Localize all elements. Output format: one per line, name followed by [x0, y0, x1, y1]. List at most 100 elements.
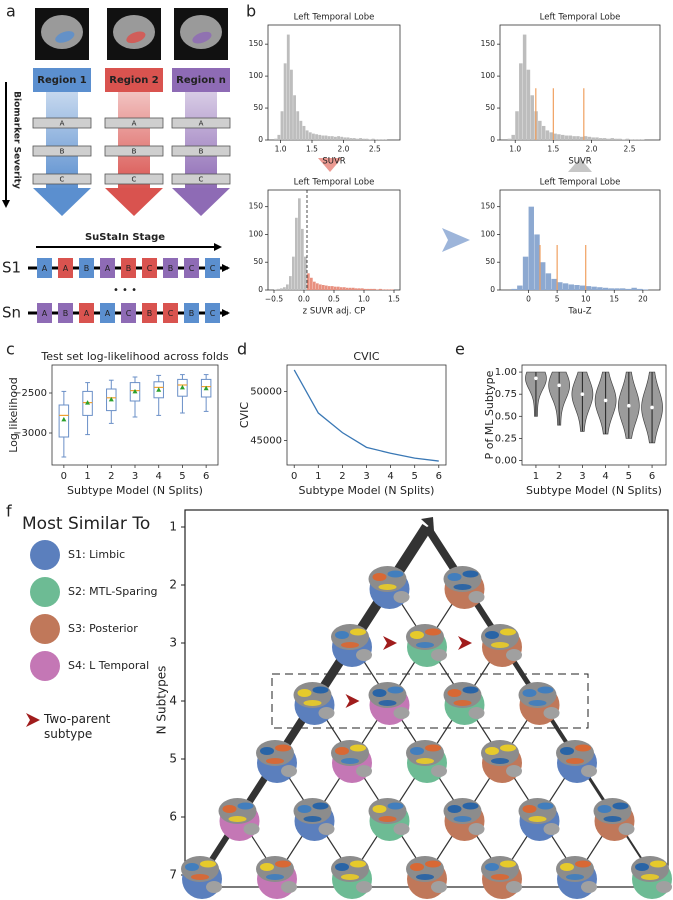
histogram-bar — [391, 289, 394, 290]
histogram-bar — [374, 139, 378, 140]
stage-box-label: B — [147, 309, 153, 318]
stage-box — [79, 303, 94, 323]
brain-patch — [350, 744, 366, 752]
brain-cerebellum — [281, 765, 297, 777]
brain-patch — [378, 700, 397, 706]
x-tick-label: 2.0 — [585, 144, 597, 153]
brain-patch — [350, 628, 366, 636]
brain-patch — [447, 573, 462, 581]
histogram-bar — [277, 134, 281, 140]
brain-patch — [335, 631, 349, 639]
brain-patch — [485, 863, 499, 871]
panel-label: f — [6, 502, 12, 521]
brain-patch — [641, 874, 659, 880]
y-axis-label: CVIC — [238, 402, 251, 428]
brain-patch — [416, 874, 434, 880]
brain-patch — [566, 758, 584, 764]
brain-patch — [372, 805, 387, 813]
brain-patch — [228, 816, 247, 822]
histogram-bar — [346, 287, 349, 290]
sequence-name: S1 — [2, 259, 21, 277]
histogram-bar — [358, 288, 361, 290]
box — [58, 404, 70, 438]
histogram-bar — [568, 284, 574, 290]
histogram-bar — [568, 135, 573, 140]
histogram-bar — [633, 139, 637, 140]
histogram-bar — [522, 34, 527, 141]
y-tick-label: 7 — [169, 868, 177, 882]
histogram-bar — [277, 288, 280, 290]
histogram-bar — [614, 138, 618, 140]
brain-patch — [341, 758, 359, 764]
x-tick-label: 1 — [315, 471, 321, 482]
histogram-bar — [528, 206, 534, 290]
histogram-bar — [602, 287, 609, 290]
x-axis-label: Tau-Z — [567, 307, 591, 317]
y-tick-label: 100 — [481, 71, 496, 80]
brain-cerebellum — [206, 881, 222, 893]
histogram-bar — [367, 288, 370, 290]
histogram-bar — [557, 282, 563, 290]
x-tick-label: 2.5 — [624, 144, 636, 153]
brain-patch — [485, 631, 499, 639]
chart-title: Left Temporal Lobe — [294, 13, 375, 23]
brain-patch — [275, 744, 291, 752]
panel-label: a — [6, 2, 16, 21]
stage-box-label: C — [168, 309, 174, 318]
box — [177, 378, 188, 397]
brain-patch — [453, 584, 472, 590]
stage-box — [205, 303, 220, 323]
brain-patch — [387, 802, 404, 810]
histogram-bar — [580, 136, 584, 140]
panel-label: d — [237, 340, 247, 359]
violin-median — [627, 403, 631, 408]
x-tick-label: 2.5 — [369, 144, 381, 153]
x-tick-label: 6 — [203, 471, 209, 482]
x-tick-label: 1.5 — [306, 144, 318, 153]
level-bar — [171, 117, 231, 129]
region-box — [105, 68, 163, 92]
line — [293, 369, 439, 462]
two-parent-arrow — [383, 636, 397, 650]
histogram-bar — [620, 288, 626, 290]
legend-swatch — [30, 540, 60, 570]
x-tick-label: 1.0 — [509, 144, 521, 153]
brain-patch — [335, 747, 349, 755]
stage-box — [58, 303, 73, 323]
histogram-bar — [349, 287, 352, 290]
box — [200, 378, 212, 398]
histogram-bar — [315, 134, 318, 140]
x-tick-label: 2.0 — [337, 144, 349, 153]
brain-cerebellum — [543, 823, 560, 835]
stage-box — [205, 258, 220, 278]
brain-patch — [335, 863, 349, 871]
brain-patch — [266, 874, 284, 880]
y-tick-label: 0.25 — [495, 433, 517, 444]
stage-label: SuStaIn Stage — [85, 232, 165, 243]
brain-patch — [447, 689, 462, 697]
stage-box-label: A — [84, 309, 90, 318]
x-tick-label: 1.0 — [358, 294, 370, 303]
histogram-bar — [349, 138, 353, 140]
stage-box — [79, 258, 94, 278]
histogram-bar — [295, 217, 298, 290]
x-axis-label: Subtype Model (N Splits) — [299, 484, 435, 497]
histogram-bar — [319, 284, 322, 290]
x-tick-label: 5 — [626, 471, 632, 482]
histogram-bar — [322, 285, 325, 290]
x-tick-label: 5 — [555, 294, 560, 303]
stage-box-label: A — [63, 264, 69, 273]
histogram-bar — [280, 288, 283, 290]
panel-label: e — [455, 340, 465, 359]
brain-patch — [185, 863, 199, 871]
chart-title: Left Temporal Lobe — [540, 13, 621, 23]
brain-patch — [522, 805, 537, 813]
violin-median — [603, 398, 608, 403]
brain-patch — [416, 758, 434, 764]
histogram-bar — [283, 63, 287, 141]
brain-patch — [462, 802, 479, 810]
stage-box-label: C — [126, 309, 132, 318]
brain-patch — [372, 689, 387, 697]
histogram-bar — [526, 69, 531, 140]
